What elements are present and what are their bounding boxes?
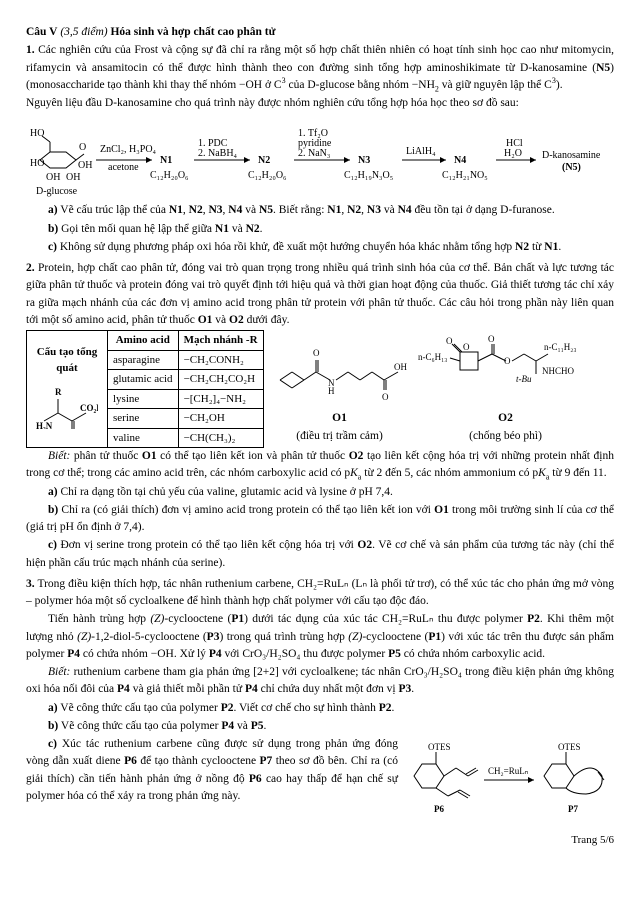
svg-text:O: O — [488, 334, 495, 344]
svg-text:2. NaN₃: 2. NaN₃ — [298, 148, 330, 159]
svg-text:NHCHO: NHCHO — [542, 366, 575, 376]
svg-text:H₂N: H₂N — [36, 421, 53, 429]
svg-text:ZnCl₂, H₃PO₄: ZnCl₂, H₃PO₄ — [100, 144, 157, 155]
svg-text:N3: N3 — [358, 155, 370, 166]
svg-text:OH: OH — [46, 172, 60, 183]
scheme-p6-p7: OTES P6 CH₂=RuLₙ OTES P7 — [404, 736, 614, 826]
svg-text:OTES: OTES — [558, 742, 581, 752]
svg-text:acetone: acetone — [108, 162, 139, 173]
section-title: Hóa sinh và hợp chất cao phân tử — [110, 26, 275, 38]
o1-structure: N H O O OH O1 (điều trị trầm cảm) — [270, 330, 410, 445]
svg-text:O: O — [313, 348, 320, 358]
amino-skeletal-icon: R H₂N CO₂H — [36, 381, 98, 429]
q1b: b) Gọi tên mối quan hệ lập thể giữa N1 v… — [26, 221, 614, 238]
q1c: c) Không sử dụng phương pháp oxi hóa rồi… — [26, 239, 614, 256]
q2-text: 2. Protein, hợp chất cao phân tử, đóng v… — [26, 260, 614, 329]
svg-text:R: R — [55, 387, 62, 397]
svg-text:(N5): (N5) — [562, 162, 581, 173]
q1-text: 1. Các nghiên cứu của Frost và cộng sự đ… — [26, 42, 614, 94]
q2a: a) Chỉ ra dạng tồn tại chủ yếu của valin… — [26, 484, 614, 501]
q3-biet: Biết: ruthenium carbene tham gia phản ứn… — [26, 664, 614, 699]
svg-text:N1: N1 — [160, 155, 172, 166]
q2-biet: Biết: phân tử thuốc O1 có thể tạo liên k… — [26, 448, 614, 483]
q3-p1: 3. Trong điều kiện thích hợp, tác nhân r… — [26, 576, 614, 611]
q3b: b) Vẽ công thức cấu tạo của polymer P4 v… — [26, 718, 614, 735]
svg-text:D-kanosamine: D-kanosamine — [542, 150, 601, 161]
amino-table: Cấu tạo tổng quát R H₂N CO₂H Amino acid — [26, 330, 264, 448]
svg-text:LiAlH₄: LiAlH₄ — [406, 146, 436, 157]
svg-text:OH: OH — [66, 172, 80, 183]
svg-text:C₁₂H₂₁NO₅: C₁₂H₂₁NO₅ — [442, 170, 488, 181]
svg-text:P7: P7 — [568, 804, 578, 814]
svg-text:O: O — [382, 392, 389, 402]
q2b: b) Chỉ ra (có giải thích) đơn vị amino a… — [26, 502, 614, 537]
svg-text:O: O — [79, 142, 86, 153]
svg-text:HO: HO — [30, 158, 44, 169]
q1-source: Nguyên liệu đầu D-kanosamine cho quá trì… — [26, 95, 614, 112]
svg-text:n-C₆H₁₃: n-C₆H₁₃ — [418, 352, 447, 362]
svg-text:2. NaBH₄: 2. NaBH₄ — [198, 148, 238, 159]
reaction-scheme-1: HO O HO OH OH OH D-glucose ZnCl₂, H₃PO₄ … — [26, 114, 614, 200]
svg-text:CH₂=RuLₙ: CH₂=RuLₙ — [488, 766, 529, 776]
q3c-row: c) Xúc tác ruthenium carbene cũng được s… — [26, 736, 614, 826]
svg-text:O: O — [446, 336, 453, 346]
q3-p2: Tiến hành trùng hợp (Z)-cyclooctene (P1)… — [26, 611, 614, 663]
q2c: c) Đơn vị serine trong protein có thể tạ… — [26, 537, 614, 572]
svg-text:t-Bu: t-Bu — [516, 374, 532, 384]
o2-structure: O O O O n-C₆H₁₃ n-C₁₁H₂₃ t-Bu NHCHO O2 (… — [416, 330, 596, 445]
page-footer: Trang 5/6 — [26, 832, 614, 849]
svg-text:N4: N4 — [454, 155, 466, 166]
cau-label: Câu V — [26, 26, 57, 38]
svg-text:C₁₂H₁₉N₃O₅: C₁₂H₁₉N₃O₅ — [344, 170, 393, 181]
svg-text:OH: OH — [78, 160, 92, 171]
svg-text:P6: P6 — [434, 804, 444, 814]
q3a: a) Vẽ công thức cấu tạo của polymer P2. … — [26, 700, 614, 717]
q1-num: 1. — [26, 44, 35, 56]
amino-row: Cấu tạo tổng quát R H₂N CO₂H Amino acid — [26, 330, 614, 448]
svg-text:O: O — [504, 356, 511, 366]
q3c: c) Xúc tác ruthenium carbene cũng được s… — [26, 736, 398, 805]
svg-text:N2: N2 — [258, 155, 270, 166]
svg-text:HO: HO — [30, 128, 44, 139]
svg-text:H: H — [328, 386, 335, 396]
points: (3,5 điểm) — [60, 26, 107, 38]
svg-text:C₁₂H₂₀O₆: C₁₂H₂₀O₆ — [150, 170, 189, 181]
svg-text:O: O — [463, 342, 470, 352]
svg-text:CO₂H: CO₂H — [80, 403, 98, 413]
svg-text:H₂O: H₂O — [504, 148, 522, 159]
q1a: a) Vẽ cấu trúc lập thể của N1, N2, N3, N… — [26, 202, 614, 219]
svg-text:OTES: OTES — [428, 742, 451, 752]
svg-text:D-glucose: D-glucose — [36, 186, 78, 197]
svg-text:OH: OH — [394, 362, 407, 372]
svg-text:C₁₂H₂₀O₆: C₁₂H₂₀O₆ — [248, 170, 287, 181]
svg-text:n-C₁₁H₂₃: n-C₁₁H₂₃ — [544, 342, 577, 352]
question-header: Câu V (3,5 điểm) Hóa sinh và hợp chất ca… — [26, 24, 614, 41]
